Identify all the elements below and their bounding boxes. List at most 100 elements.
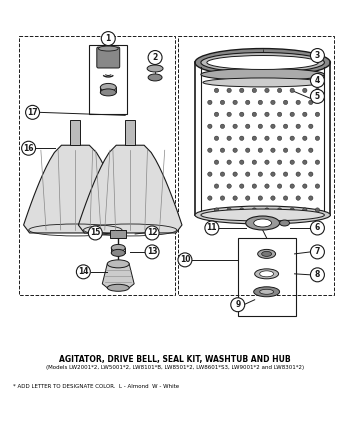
Bar	[238, 238, 295, 315]
Ellipse shape	[100, 89, 116, 96]
Circle shape	[239, 160, 244, 165]
Circle shape	[178, 253, 192, 267]
Circle shape	[265, 208, 269, 212]
Ellipse shape	[201, 209, 324, 221]
Circle shape	[290, 184, 294, 188]
Circle shape	[227, 184, 231, 188]
Circle shape	[310, 73, 324, 88]
Ellipse shape	[201, 69, 324, 81]
Circle shape	[284, 196, 288, 200]
Circle shape	[245, 196, 250, 200]
Bar	[178, 36, 334, 295]
Circle shape	[208, 172, 212, 176]
Circle shape	[284, 172, 288, 176]
Text: 1: 1	[106, 34, 111, 43]
Circle shape	[315, 208, 320, 212]
Circle shape	[227, 160, 231, 165]
Bar	[70, 120, 80, 145]
Bar	[89, 44, 127, 114]
Circle shape	[284, 100, 288, 105]
Circle shape	[290, 136, 294, 140]
Circle shape	[303, 208, 307, 212]
Circle shape	[208, 196, 212, 200]
Circle shape	[265, 136, 269, 140]
Text: 16: 16	[23, 144, 34, 153]
Circle shape	[271, 196, 275, 200]
Circle shape	[76, 265, 90, 279]
Polygon shape	[102, 264, 134, 288]
Circle shape	[220, 172, 225, 176]
Text: 14: 14	[78, 268, 89, 276]
Circle shape	[208, 100, 212, 105]
Ellipse shape	[254, 287, 280, 297]
Bar	[19, 36, 175, 295]
Circle shape	[258, 196, 262, 200]
Circle shape	[214, 136, 219, 140]
Circle shape	[265, 88, 269, 92]
Circle shape	[252, 88, 257, 92]
Ellipse shape	[111, 245, 125, 251]
Circle shape	[303, 112, 307, 117]
Circle shape	[284, 124, 288, 128]
Circle shape	[214, 112, 219, 117]
Text: 6: 6	[315, 224, 320, 232]
Circle shape	[227, 88, 231, 92]
Polygon shape	[23, 145, 127, 233]
Circle shape	[303, 88, 307, 92]
Circle shape	[278, 184, 282, 188]
Circle shape	[145, 245, 159, 259]
Circle shape	[227, 136, 231, 140]
Text: 8: 8	[315, 270, 320, 279]
Circle shape	[310, 268, 324, 282]
Circle shape	[290, 112, 294, 117]
Circle shape	[214, 88, 219, 92]
Circle shape	[220, 196, 225, 200]
Circle shape	[309, 172, 313, 176]
Circle shape	[245, 100, 250, 105]
Circle shape	[252, 184, 257, 188]
Circle shape	[303, 136, 307, 140]
Circle shape	[214, 184, 219, 188]
Circle shape	[309, 148, 313, 152]
Ellipse shape	[262, 251, 272, 257]
Circle shape	[220, 100, 225, 105]
Circle shape	[101, 32, 115, 46]
Circle shape	[315, 112, 320, 117]
Circle shape	[258, 172, 262, 176]
Circle shape	[315, 160, 320, 165]
Circle shape	[252, 112, 257, 117]
Circle shape	[233, 100, 237, 105]
Ellipse shape	[260, 271, 274, 277]
Text: (Models LW2001*2, LW5001*2, LW8101*B, LW8501*2, LW8601*S3, LW9001*2 and LW8301*2: (Models LW2001*2, LW5001*2, LW8101*B, LW…	[46, 365, 304, 370]
Circle shape	[214, 160, 219, 165]
Circle shape	[220, 124, 225, 128]
Text: 2: 2	[153, 53, 158, 62]
Circle shape	[145, 226, 159, 240]
Ellipse shape	[100, 84, 116, 92]
Ellipse shape	[195, 48, 330, 77]
Circle shape	[271, 124, 275, 128]
Circle shape	[290, 208, 294, 212]
Circle shape	[208, 124, 212, 128]
Circle shape	[296, 172, 300, 176]
Text: 9: 9	[235, 300, 240, 309]
Text: AGITATOR, DRIVE BELL, SEAL KIT, WASHTUB AND HUB: AGITATOR, DRIVE BELL, SEAL KIT, WASHTUB …	[59, 355, 291, 363]
Circle shape	[315, 184, 320, 188]
Circle shape	[258, 124, 262, 128]
Circle shape	[252, 160, 257, 165]
Circle shape	[296, 196, 300, 200]
Circle shape	[290, 88, 294, 92]
Circle shape	[227, 208, 231, 212]
Circle shape	[252, 208, 257, 212]
Ellipse shape	[98, 46, 118, 51]
Circle shape	[271, 148, 275, 152]
Text: 17: 17	[27, 108, 38, 117]
Circle shape	[88, 226, 102, 240]
Circle shape	[310, 48, 324, 62]
Ellipse shape	[255, 269, 279, 279]
Circle shape	[233, 124, 237, 128]
Ellipse shape	[254, 219, 272, 227]
Circle shape	[278, 112, 282, 117]
Circle shape	[233, 196, 237, 200]
Text: 7: 7	[315, 247, 320, 257]
